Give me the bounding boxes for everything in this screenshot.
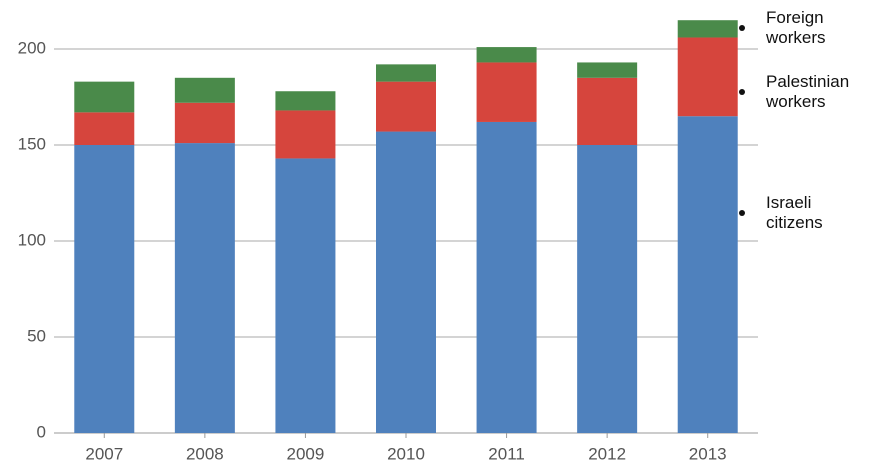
bar-segment: [74, 81, 135, 113]
y-tick-label: 100: [18, 230, 46, 249]
bar-segment: [476, 121, 537, 434]
legend-label: Foreign workers: [766, 8, 826, 47]
bar-segment: [174, 77, 235, 103]
x-tick-label: 2008: [186, 444, 224, 463]
bar-segment: [577, 62, 638, 78]
x-tick-label: 2012: [588, 444, 626, 463]
x-tick-label: 2011: [488, 444, 525, 463]
bar-segment: [577, 145, 638, 433]
bar-segment: [275, 110, 336, 159]
bar-segment: [476, 47, 537, 63]
legend-label: Palestinian workers: [766, 72, 850, 111]
legend-dot: [739, 89, 745, 95]
bar-segment: [677, 20, 738, 38]
bar-segment: [376, 81, 436, 132]
bar-segment: [376, 131, 436, 433]
bar-segment: [275, 91, 336, 111]
bar-segment: [376, 64, 436, 82]
y-tick-label: 50: [27, 326, 46, 345]
bar-segment: [74, 112, 135, 145]
bar-segment: [174, 143, 235, 433]
legend-dot: [739, 210, 745, 216]
bar-segment: [275, 158, 336, 433]
legend-dot: [739, 25, 745, 31]
y-tick-label: 150: [18, 134, 46, 153]
x-tick-label: 2013: [689, 444, 727, 463]
bar-segment: [677, 37, 738, 117]
y-tick-label: 0: [37, 422, 46, 441]
bar-segment: [677, 116, 738, 433]
bar-segment: [174, 102, 235, 144]
x-tick-label: 2010: [387, 444, 425, 463]
bar-segment: [577, 77, 638, 145]
bar-segment: [74, 145, 135, 433]
x-tick-label: 2009: [287, 444, 325, 463]
y-tick-label: 200: [18, 38, 46, 57]
bar-segment: [476, 62, 537, 122]
x-tick-label: 2007: [85, 444, 123, 463]
legend-label: Israeli citizens: [766, 193, 823, 232]
